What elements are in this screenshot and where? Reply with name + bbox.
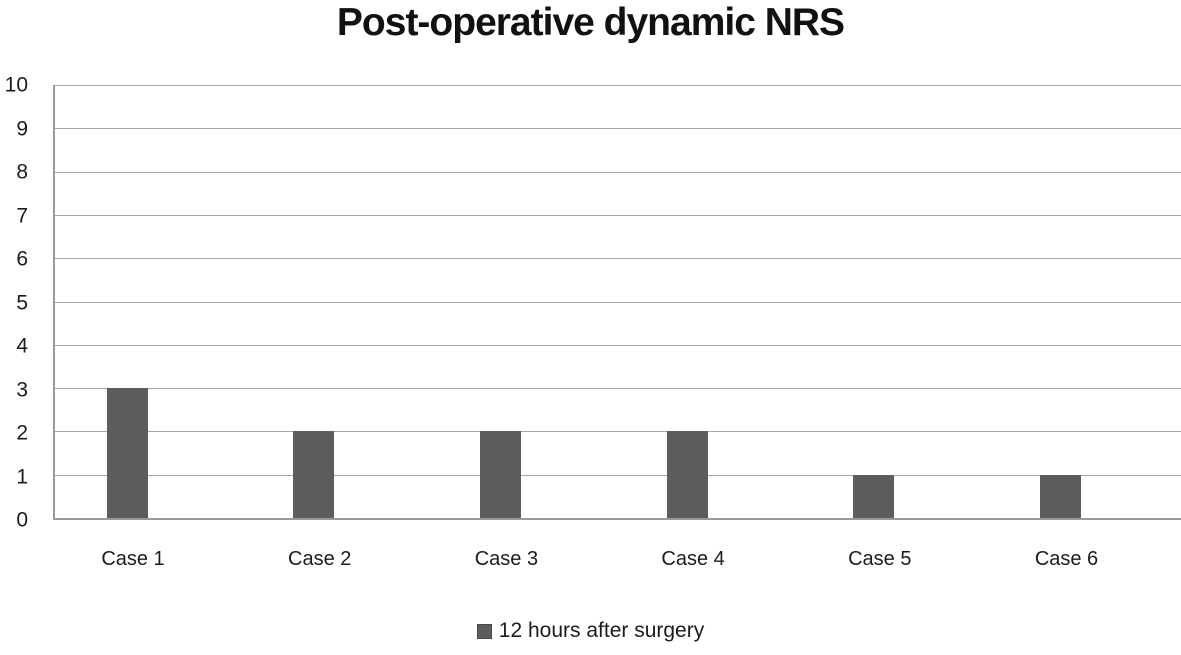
gridline bbox=[55, 128, 1181, 130]
gridline bbox=[55, 344, 1181, 346]
y-tick-label: 6 bbox=[16, 247, 28, 271]
y-tick-label: 2 bbox=[16, 421, 28, 445]
legend-marker-icon bbox=[476, 623, 492, 639]
x-tick-label: Case 1 bbox=[101, 548, 165, 570]
x-axis: Case 1 Case 2 Case 3 Case 4 Case 5 Case 6 bbox=[53, 548, 1181, 576]
y-tick-label: 1 bbox=[16, 465, 28, 488]
y-axis: 0 1 2 3 4 5 6 7 8 9 10 bbox=[0, 75, 28, 531]
x-tick-label: Case 3 bbox=[474, 548, 539, 570]
plot-wrap: 0 1 2 3 4 5 6 7 8 9 10 bbox=[0, 75, 1181, 531]
chart-title: Post-operative dynamic NRS bbox=[336, 1, 845, 44]
x-tick-label: Case 4 bbox=[661, 548, 725, 570]
gridline bbox=[55, 301, 1181, 303]
y-tick-label: 5 bbox=[16, 291, 28, 314]
x-tick-label: Case 2 bbox=[288, 548, 352, 570]
gridline bbox=[55, 171, 1181, 173]
y-tick-label: 7 bbox=[16, 204, 28, 227]
y-tick-label: 4 bbox=[16, 334, 28, 358]
bar bbox=[293, 431, 335, 518]
gridline bbox=[55, 214, 1181, 216]
bar bbox=[479, 431, 521, 518]
y-tick-label: 10 bbox=[4, 73, 28, 97]
y-tick-label: 3 bbox=[16, 378, 28, 401]
x-tick-label: Case 6 bbox=[1034, 548, 1099, 570]
gridline bbox=[55, 388, 1181, 390]
gridline bbox=[55, 431, 1181, 433]
legend-label: 12 hours after surgery bbox=[498, 619, 705, 642]
bar bbox=[1040, 474, 1081, 518]
bar bbox=[853, 474, 895, 518]
y-tick-label: 9 bbox=[16, 117, 28, 140]
y-tick-label: 0 bbox=[16, 508, 28, 532]
legend: 12 hours after surgery bbox=[0, 619, 1181, 643]
gridline bbox=[55, 85, 1181, 86]
gridline bbox=[55, 258, 1181, 260]
plot-area bbox=[53, 85, 1181, 520]
y-tick-label: 8 bbox=[16, 160, 28, 184]
gridline bbox=[55, 474, 1181, 476]
bar bbox=[106, 388, 148, 518]
x-tick-label: Case 5 bbox=[848, 548, 912, 570]
bar bbox=[666, 431, 708, 518]
